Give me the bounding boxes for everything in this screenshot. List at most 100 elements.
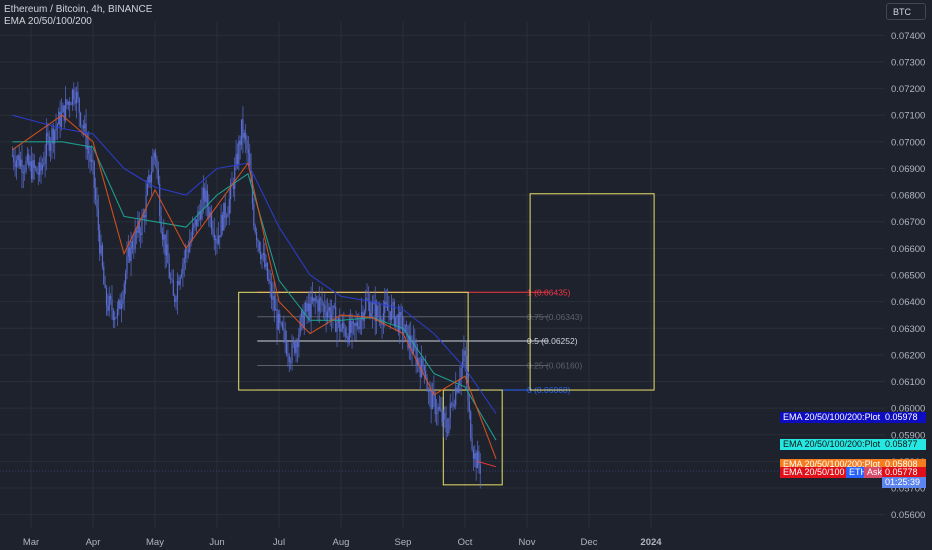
candle-body <box>33 160 35 168</box>
candle-body <box>103 266 105 285</box>
candle-body <box>29 161 31 166</box>
candle-body <box>474 453 476 459</box>
candle-body <box>245 132 247 141</box>
candle-body <box>122 298 124 304</box>
candle-body <box>460 367 462 381</box>
countdown-tag: 01:25:39 <box>882 477 926 488</box>
candle-body <box>191 227 194 239</box>
candle-body <box>170 278 172 280</box>
candle-body <box>255 232 258 240</box>
x-tick-label: Aug <box>333 537 350 548</box>
indicator-legend[interactable]: EMA 20/50/100/200 <box>4 16 92 27</box>
candle-body <box>277 314 279 330</box>
candle-body <box>295 342 297 354</box>
fib-level-label: 0.5 (0.06252) <box>527 336 578 346</box>
candle-body <box>90 159 93 162</box>
candle-body <box>382 313 385 325</box>
candle-body <box>247 149 249 154</box>
candle-body <box>430 390 432 410</box>
candle-body <box>176 281 179 300</box>
candle-body <box>78 98 80 113</box>
candle-body <box>70 104 72 106</box>
candle-body <box>130 241 132 261</box>
candle-body <box>236 154 239 165</box>
candle-body <box>414 340 416 348</box>
candle-body <box>380 316 382 323</box>
candle-body <box>34 167 37 169</box>
y-tick-label: 0.06900 <box>891 164 925 175</box>
candle-body <box>370 313 372 318</box>
candle-body <box>328 307 330 312</box>
candle-body <box>126 256 128 274</box>
candle-body <box>317 300 319 312</box>
candle-body <box>119 300 121 309</box>
candle-body <box>254 226 256 233</box>
candle-body <box>272 296 274 300</box>
rectangle-box <box>529 193 655 391</box>
candle-body <box>348 320 350 343</box>
time-axis: Mar Apr May Jun Jul Aug Sep Oct Nov Dec 2024 <box>23 537 662 548</box>
candle-body <box>32 160 34 179</box>
candle-body <box>202 187 204 199</box>
candle-body <box>88 146 90 155</box>
candle-body <box>44 156 46 164</box>
x-tick-label: Mar <box>23 537 39 548</box>
candle-body <box>335 306 337 332</box>
candle-body <box>22 172 24 173</box>
candle-body <box>180 274 183 278</box>
ema-20-line <box>12 114 497 459</box>
candle-body <box>217 235 219 244</box>
candle-body <box>266 263 269 280</box>
candle-body <box>174 295 176 302</box>
x-tick-label: Dec <box>581 537 598 548</box>
candle-body <box>300 310 303 318</box>
y-tick-label: 0.06000 <box>891 404 925 415</box>
candle-body <box>275 308 277 311</box>
candle-body <box>41 165 44 171</box>
rectangle-box <box>442 389 503 486</box>
candle-body <box>66 99 68 105</box>
candle-body <box>399 311 401 333</box>
candle-body <box>326 311 329 318</box>
candle-body <box>193 224 195 228</box>
candle-body <box>99 230 101 254</box>
candle-body <box>164 234 166 256</box>
currency-button[interactable]: BTC <box>886 3 926 20</box>
candle-body <box>407 325 409 349</box>
candle-body <box>478 451 480 465</box>
candle-body <box>195 219 198 227</box>
candle-body <box>403 331 405 334</box>
candle-body <box>96 199 98 209</box>
candle-body <box>24 171 26 173</box>
candle-body <box>62 105 64 113</box>
price-axis-bg <box>885 0 932 550</box>
candle-body <box>213 233 215 241</box>
candle-body <box>322 304 324 306</box>
candle-body <box>457 385 460 393</box>
candle-body <box>472 449 475 459</box>
candle-body <box>400 311 402 316</box>
candle-body <box>453 404 455 407</box>
candle-body <box>14 162 16 168</box>
y-tick-label: 0.05700 <box>891 484 925 495</box>
candle-body <box>459 380 461 386</box>
candle-body <box>415 347 417 365</box>
candle-body <box>15 160 18 168</box>
candle-body <box>324 304 326 313</box>
candle-body <box>73 89 75 100</box>
y-tick-label: 0.06800 <box>891 191 925 202</box>
candle-body <box>386 304 389 311</box>
y-tick-label: 0.06500 <box>891 271 925 282</box>
candle-body <box>223 202 225 231</box>
candle-body <box>270 283 273 300</box>
candle-body <box>401 315 404 334</box>
candle-body <box>17 155 19 161</box>
candle-body <box>183 258 185 264</box>
y-tick-label: 0.06400 <box>891 297 925 308</box>
candle-body <box>440 409 442 411</box>
candle-body <box>296 342 299 348</box>
chart-grid <box>0 22 885 528</box>
x-tick-label: May <box>146 537 164 548</box>
candle-body <box>463 350 465 362</box>
